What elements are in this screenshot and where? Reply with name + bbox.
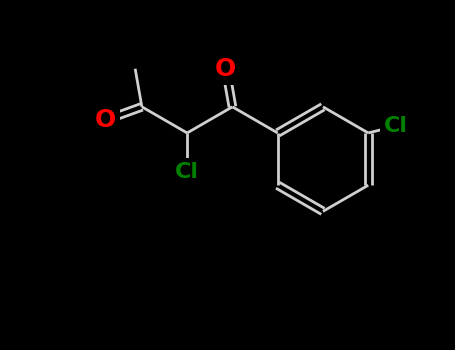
Text: Cl: Cl [384,116,408,136]
Text: O: O [215,57,236,81]
Text: O: O [95,108,116,132]
Text: Cl: Cl [175,162,199,182]
